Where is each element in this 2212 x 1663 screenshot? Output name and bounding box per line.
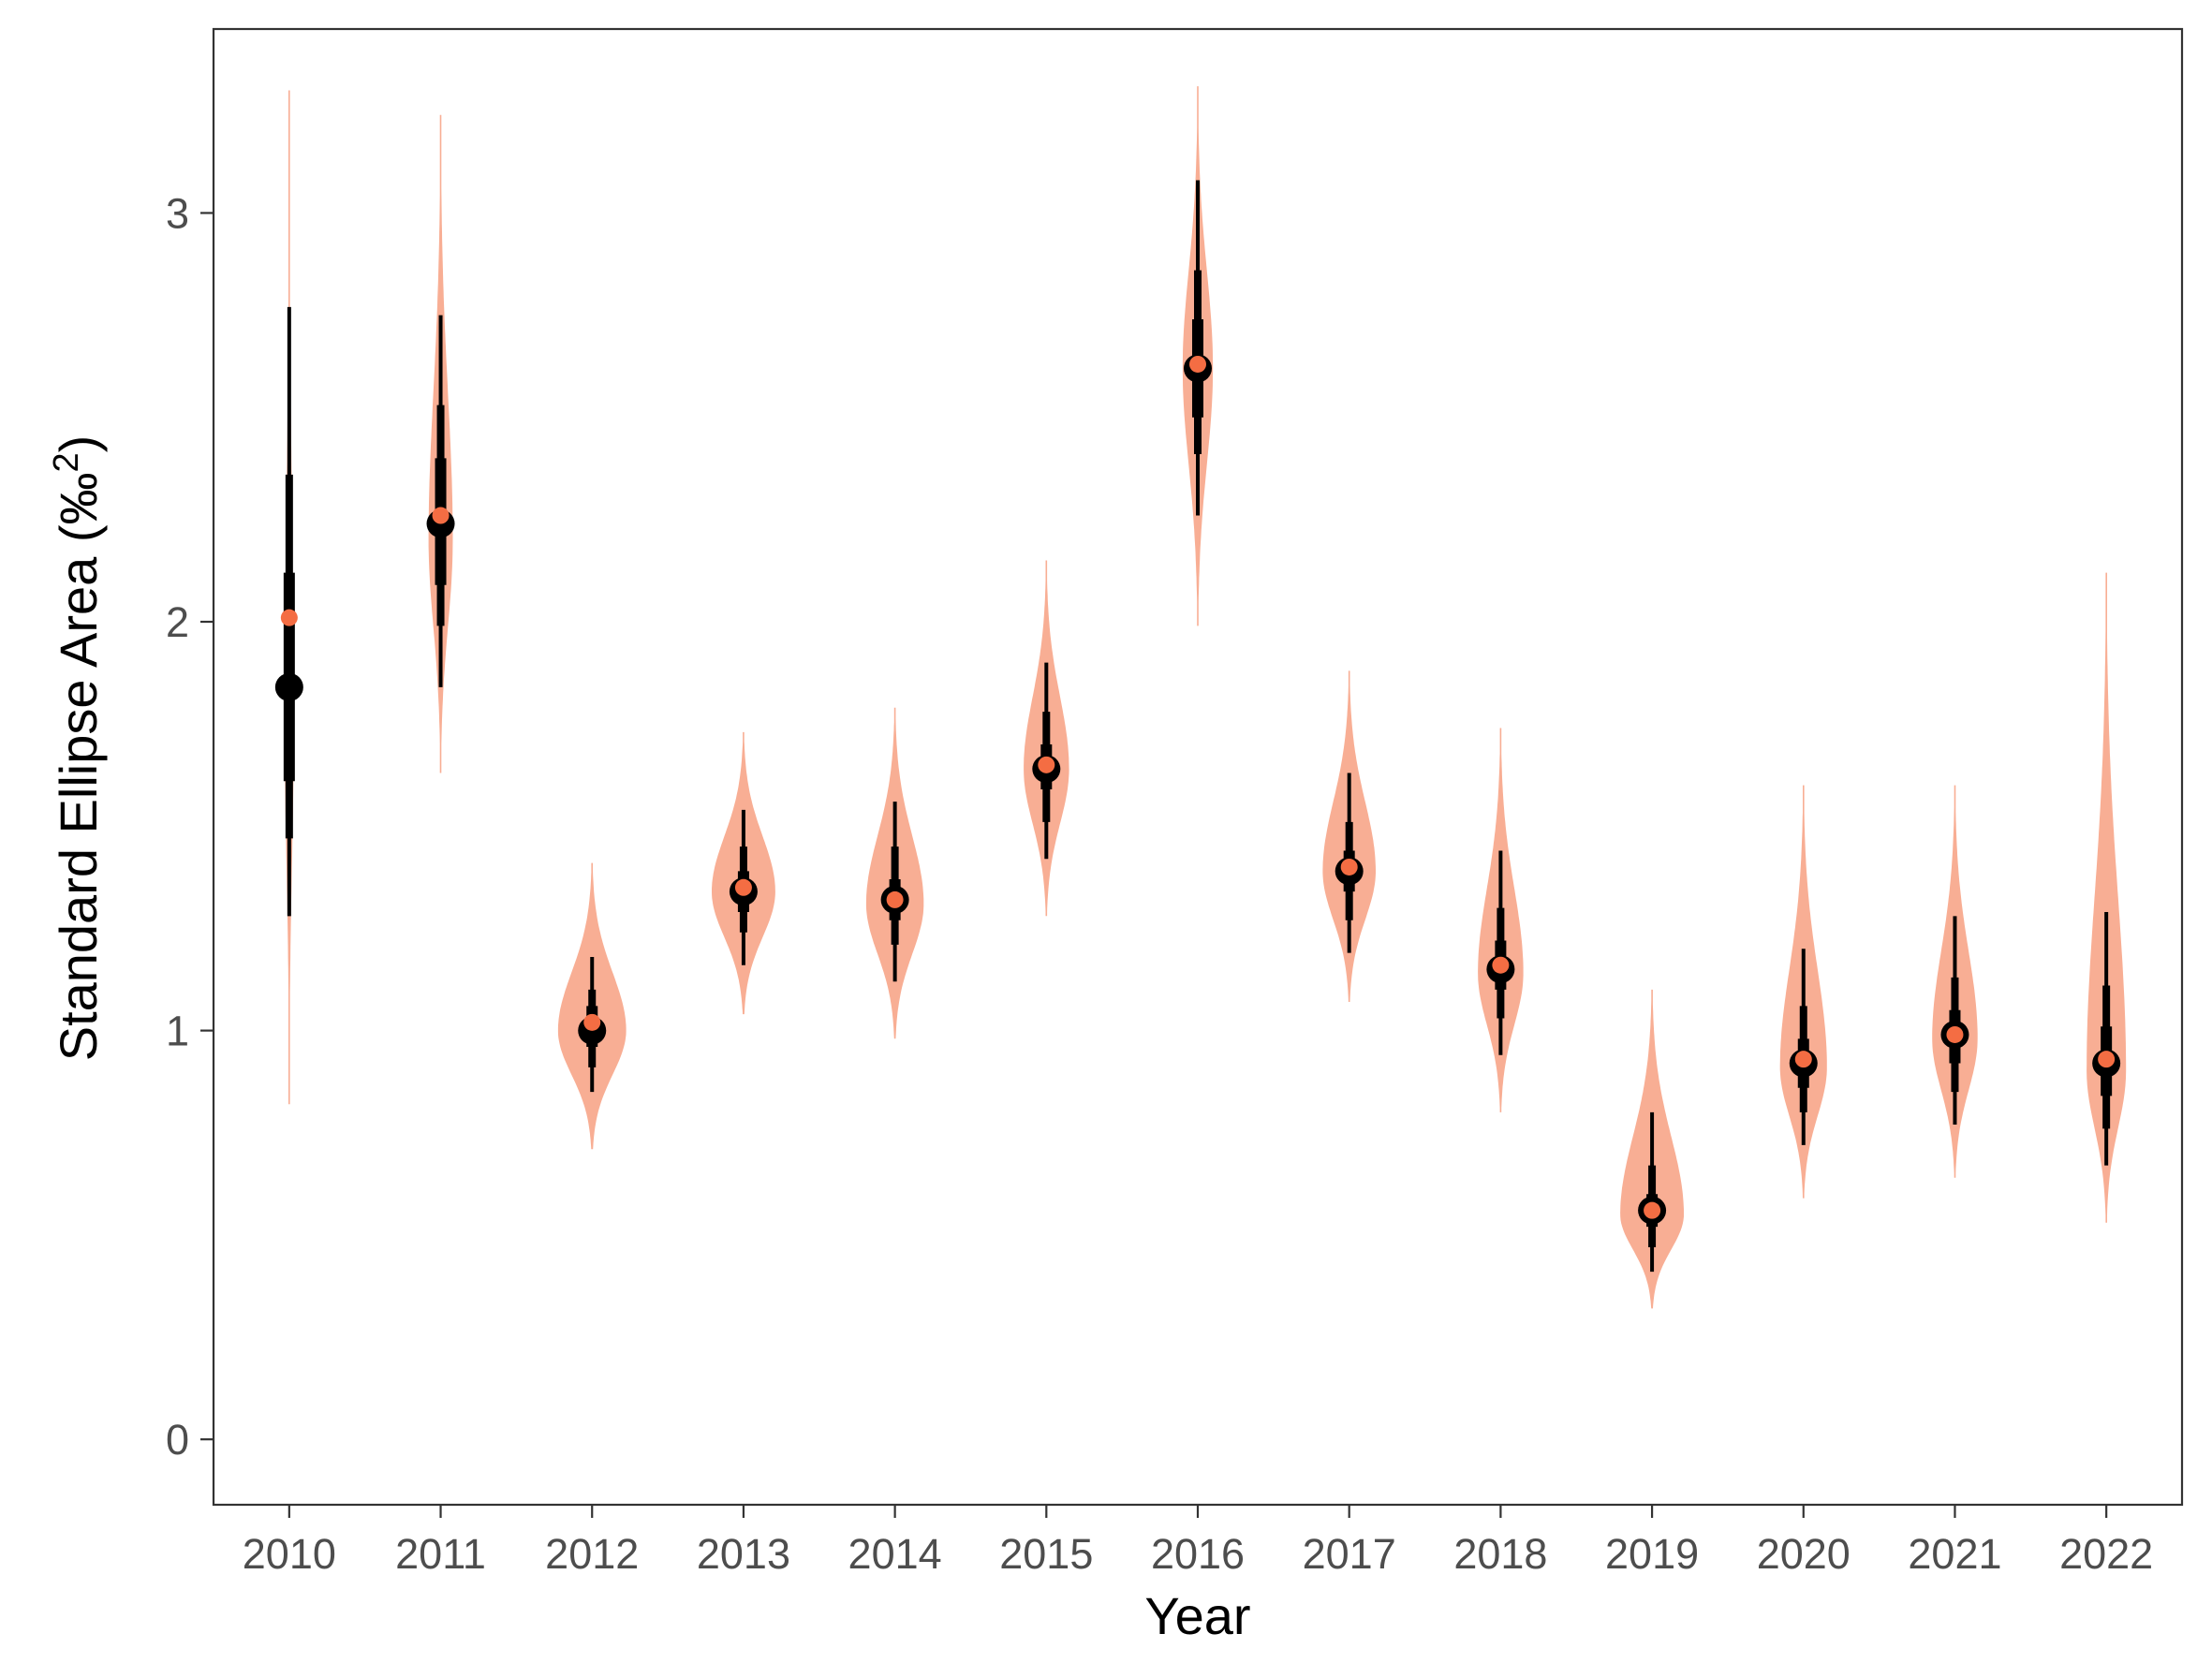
x-tick-label-2020: 2020 [1757,1530,1851,1578]
x-tick-label-2014: 2014 [848,1530,942,1578]
x-tick-label-2018: 2018 [1453,1530,1547,1578]
ml-point-2022 [2098,1051,2116,1068]
ml-point-2018 [1492,956,1510,974]
y-tick-label-2: 2 [166,598,189,646]
x-tick-label-2017: 2017 [1303,1530,1396,1578]
ml-point-2017 [1340,858,1358,876]
ml-point-2010 [280,609,298,626]
x-tick-label-2010: 2010 [243,1530,336,1578]
y-axis-title: Standard Ellipse Area (‰2) [47,435,108,1062]
mode-point-2010 [274,672,303,701]
y-tick-label-3: 3 [166,189,189,237]
ml-point-2011 [432,507,450,524]
y-tick-label-0: 0 [166,1416,189,1464]
x-tick-label-2012: 2012 [545,1530,639,1578]
x-tick-label-2011: 2011 [395,1530,486,1578]
y-tick-label-1: 1 [166,1008,189,1055]
ml-point-2012 [583,1013,601,1031]
x-tick-label-2022: 2022 [2059,1530,2153,1578]
y-axis-title-main: Standard Ellipse Area ( [49,524,108,1061]
ml-point-2019 [1644,1201,1661,1219]
x-tick-label-2013: 2013 [697,1530,790,1578]
y-axis-title-close: ) [49,435,108,453]
ml-point-2021 [1946,1025,1964,1043]
x-tick-label-2019: 2019 [1605,1530,1699,1578]
x-tick-label-2016: 2016 [1151,1530,1245,1578]
ml-point-2020 [1794,1051,1812,1068]
ml-point-2014 [886,890,904,908]
y-axis: 0 1 2 3 [166,189,214,1464]
x-tick-label-2021: 2021 [1908,1530,2001,1578]
point-layer [274,354,2121,1225]
y-axis-title-unit: ‰ [49,473,108,525]
y-axis-title-superscript: 2 [47,452,86,472]
x-axis: 2010 2011 2012 2013 2014 2015 2016 2017 2018 2019… [243,1505,2153,1578]
ml-point-2015 [1038,756,1055,773]
ml-point-2013 [734,878,752,896]
x-axis-title: Year [1144,1586,1250,1645]
x-tick-label-2015: 2015 [999,1530,1093,1578]
ml-point-2016 [1189,355,1206,373]
